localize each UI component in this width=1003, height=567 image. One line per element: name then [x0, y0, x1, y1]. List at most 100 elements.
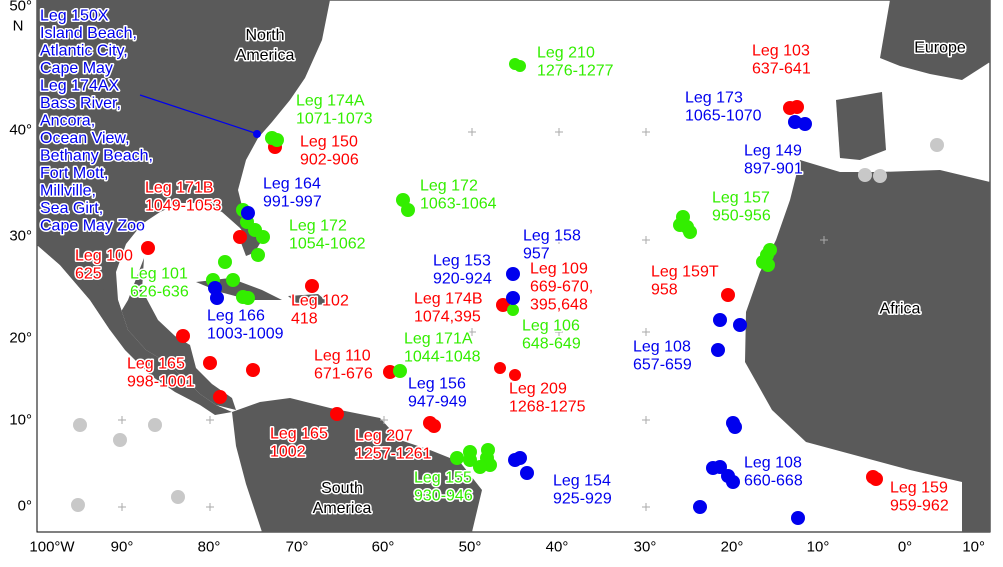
land — [37, 0, 990, 532]
leg-text: Leg 159 — [890, 479, 948, 496]
leg-text: Leg 154 — [553, 472, 611, 489]
leg-text: Sea Girt, — [40, 200, 103, 217]
leg-text: 1003-1009 — [207, 325, 284, 342]
leg-text: 957 — [523, 245, 550, 262]
leg-text: Leg 102 — [291, 292, 349, 309]
region-labels: North America Europe Africa South America — [234, 26, 967, 519]
region-label: Europe — [914, 39, 966, 56]
x-axis-label: 90° — [111, 538, 134, 555]
x-axis-label: 30° — [634, 538, 657, 555]
leg-text: 648-649 — [522, 335, 581, 352]
region-label: South America — [313, 480, 372, 517]
leg-text: Leg 173 — [685, 89, 743, 106]
leg-text: Leg 110 — [314, 347, 371, 364]
leg-text: 637-641 — [752, 60, 811, 77]
x-axis-label: 10° — [962, 538, 985, 555]
x-axis-label: 60° — [372, 538, 395, 555]
leg-text: Leg 157 — [712, 189, 770, 206]
axes: 100°W 90° 80° 70° 60° 50° 40° 30° 20° 10° 0° 10° 50°… — [9, 0, 985, 555]
leg-text: Island Beach, — [40, 25, 137, 42]
leg-text: Leg 108 — [744, 454, 802, 471]
x-axis-label: 70° — [286, 538, 309, 555]
leg-text: 925-929 — [553, 490, 612, 507]
leg-text: 998-1001 — [127, 373, 195, 390]
leader-line — [139, 94, 256, 134]
leg-text: Atlantic City, — [40, 42, 128, 59]
leg-text: Leg 100 — [75, 247, 133, 264]
leg-text: 958 — [651, 281, 678, 298]
leg-text: Leg 103 — [752, 42, 810, 59]
y-axis-label: 40° — [9, 121, 32, 138]
leg-text: 959-962 — [890, 497, 949, 514]
leg-text: 930-946 — [414, 487, 473, 504]
leg-text: Ocean View, — [40, 130, 130, 147]
leg-text: Leg 172 — [420, 177, 478, 194]
y-axis-label: 30° — [9, 227, 32, 244]
x-axis-label: 50° — [459, 538, 482, 555]
leg-text: 1002 — [270, 443, 306, 460]
y-axis-unit: N — [13, 17, 24, 34]
sample-sites — [71, 58, 944, 525]
leg-text: Leg 172 — [289, 217, 347, 234]
leg-text: Leg 158 — [523, 227, 581, 244]
leg-text: Bethany Beach, — [40, 147, 153, 164]
leg-text: 1257-1261 — [355, 445, 432, 462]
leg-text: 991-997 — [263, 193, 322, 210]
y-axis-label: 50° — [9, 0, 32, 14]
leg-text: Leg 210 — [537, 44, 595, 61]
leg-text: 418 — [291, 310, 318, 327]
leg-text: Leg 174B — [414, 290, 483, 307]
x-axis-label: 100°W — [29, 538, 75, 555]
leg-text: 1054-1062 — [289, 235, 366, 252]
leg-text: 902-906 — [300, 151, 359, 168]
leg-text: Leg 101 — [130, 265, 188, 282]
leg-text: Leg 174A — [296, 92, 365, 109]
leg-text: Cape May Zoo — [40, 217, 145, 234]
leg-text: Leg 150X — [40, 7, 109, 24]
leg-text: Cape May — [40, 60, 113, 77]
y-axis-label: 10° — [9, 411, 32, 428]
leg-text: Leg 164 — [263, 175, 321, 192]
leg-text: Leg 174AX — [40, 77, 120, 94]
leg-text: Leg 108 — [633, 338, 691, 355]
leg-text: Leg 155 — [414, 469, 472, 486]
leg-text: Leg 207 — [355, 427, 413, 444]
leg-text: Leg 171B — [145, 179, 214, 196]
leg-text: 947-949 — [408, 393, 467, 410]
leg-text: Leg 106 — [522, 317, 580, 334]
leg-text: 626-636 — [130, 283, 189, 300]
x-axis-label: 40° — [546, 538, 569, 555]
leg-text: 1276-1277 — [537, 62, 614, 79]
leg-text: 625 — [75, 265, 102, 282]
y-axis-label: 0° — [18, 497, 32, 514]
leg-text: Millville, — [40, 182, 96, 199]
leg-text: Leg 166 — [207, 307, 265, 324]
x-axis-label: 10° — [807, 538, 830, 555]
leg-text: 1268-1275 — [509, 398, 586, 415]
